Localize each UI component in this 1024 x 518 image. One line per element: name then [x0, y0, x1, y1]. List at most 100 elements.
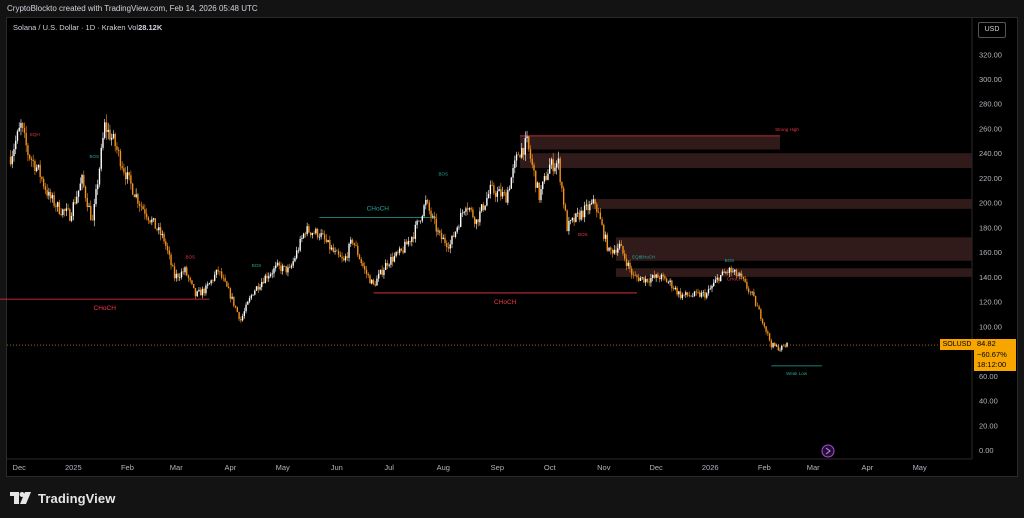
candle-body	[414, 224, 417, 239]
candle-body	[716, 277, 718, 280]
candle-body	[109, 129, 111, 140]
candle-body	[332, 247, 335, 252]
ideas-badge-icon[interactable]	[821, 444, 835, 458]
candle-body	[608, 247, 610, 251]
candle-body	[9, 156, 12, 165]
candle-body	[35, 167, 38, 172]
candle-body	[779, 349, 781, 351]
candle-body	[13, 149, 15, 157]
bar-countdown: 18:12:00	[977, 360, 1007, 369]
structure-marker-label: BOS	[578, 232, 588, 237]
candle-body	[404, 241, 406, 253]
candle-body	[147, 217, 150, 221]
candle-body	[559, 158, 561, 183]
structure-marker-label: BOS	[185, 254, 195, 259]
candle-body	[364, 266, 366, 270]
candle-body	[501, 192, 504, 197]
candle-body	[433, 215, 436, 219]
candle-body	[631, 268, 633, 275]
y-tick-label: 300.00	[979, 75, 1002, 84]
candle-body	[613, 249, 615, 254]
candle-body	[428, 202, 430, 211]
candle-body	[367, 273, 369, 276]
candle-body	[374, 284, 376, 286]
candle-body	[713, 282, 715, 287]
candle-body	[318, 236, 321, 238]
structure-marker-label: CHoCH	[640, 254, 656, 259]
y-tick-label: 100.00	[979, 322, 1002, 331]
candle-body	[355, 244, 357, 246]
candle-body	[395, 252, 397, 256]
candle-body	[664, 276, 666, 279]
candle-body	[397, 252, 399, 253]
volume-value: 28.12K	[138, 23, 163, 32]
candle-body	[549, 164, 551, 174]
candle-body	[747, 288, 750, 292]
candle-body	[418, 220, 420, 222]
candle-body	[446, 243, 448, 248]
candle-body	[751, 291, 753, 293]
candle-body	[199, 289, 202, 296]
currency-button[interactable]: USD	[978, 22, 1006, 38]
candle-body	[587, 204, 589, 211]
candle-body	[273, 268, 275, 274]
candle-body	[163, 233, 165, 242]
candle-body	[116, 146, 118, 150]
candle-body	[447, 247, 450, 249]
candle-body	[606, 234, 608, 251]
structure-marker-label: BOS	[725, 258, 735, 263]
candle-body	[151, 219, 153, 223]
candle-body	[111, 137, 113, 140]
candle-body	[360, 259, 362, 264]
candle-body	[536, 182, 539, 188]
candle-body	[76, 196, 78, 204]
candle-body	[528, 136, 530, 150]
candle-body	[243, 311, 246, 317]
candle-body	[205, 285, 207, 294]
candle-body	[351, 239, 354, 243]
candle-body	[688, 295, 691, 297]
candle-body	[440, 233, 443, 240]
candle-body	[236, 307, 239, 313]
candle-body	[182, 271, 184, 273]
x-tick-label: Jul	[384, 463, 394, 472]
supply-zone	[616, 237, 972, 261]
candle-body	[102, 137, 104, 148]
candle-body	[524, 138, 526, 155]
candle-body	[489, 184, 492, 194]
candle-body	[248, 298, 251, 302]
candle-body	[714, 279, 717, 283]
y-tick-label: 220.00	[979, 174, 1002, 183]
candle-body	[554, 167, 556, 172]
candle-body	[458, 226, 460, 228]
x-tick-label: Aug	[437, 463, 450, 472]
candle-body	[344, 256, 347, 261]
y-tick-label: 160.00	[979, 248, 1002, 257]
candle-body	[145, 213, 148, 218]
candle-body	[711, 286, 713, 289]
candle-body	[117, 149, 120, 151]
candle-body	[557, 158, 560, 164]
candle-body	[629, 262, 631, 269]
structure-marker-label: CHoCH	[727, 277, 743, 282]
candle-body	[753, 291, 755, 297]
candle-body	[522, 148, 525, 155]
tradingview-logo[interactable]: TradingView	[10, 489, 115, 507]
candle-body	[740, 273, 743, 278]
candle-body	[186, 267, 188, 276]
x-tick-label: Nov	[597, 463, 611, 472]
candle-body	[706, 293, 708, 298]
candle-body	[407, 241, 410, 245]
candle-body	[231, 296, 233, 299]
candle-body	[491, 184, 493, 186]
candle-body	[285, 266, 287, 273]
candle-body	[723, 271, 725, 273]
candle-body	[297, 250, 300, 252]
candle-body	[234, 305, 237, 308]
candle-body	[257, 286, 259, 290]
candle-body	[114, 133, 116, 147]
ideas-badge-glyph-icon	[825, 447, 831, 455]
candle-body	[777, 345, 780, 351]
candle-body	[449, 244, 451, 249]
